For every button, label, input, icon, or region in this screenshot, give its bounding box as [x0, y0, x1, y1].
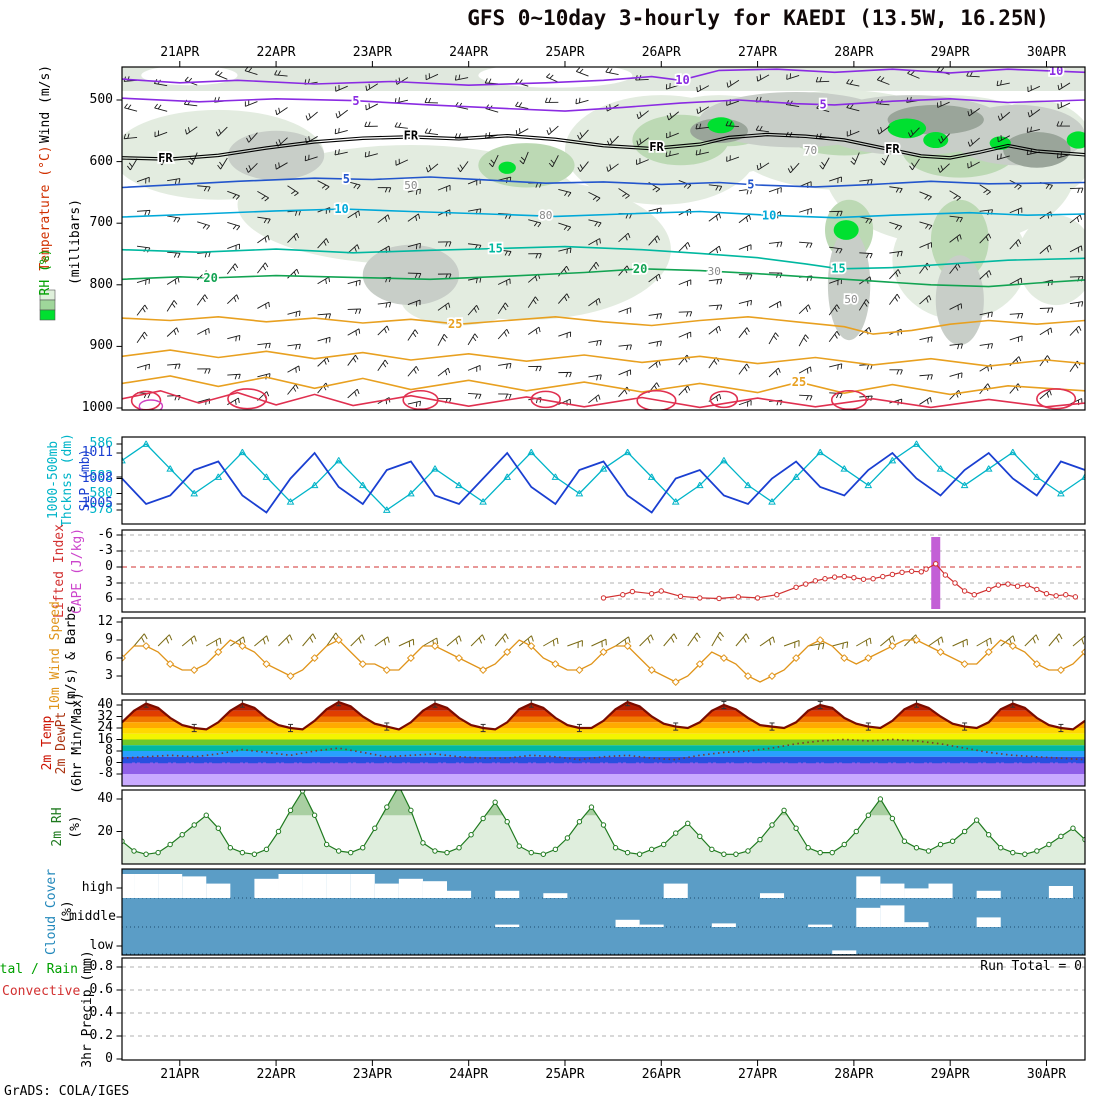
contour-label: 5: [747, 178, 754, 192]
precip-panel: [122, 966, 1085, 1037]
contour-label: 70: [804, 144, 817, 157]
contour-label: 20: [203, 271, 217, 285]
panel-frames: [121, 61, 1086, 1066]
contour-label: FR: [649, 140, 664, 154]
rh-colorbar-swatch: [39, 309, 56, 321]
t2m-panel: [122, 700, 1085, 786]
contour-label: 10: [1049, 64, 1063, 78]
contour-label: 20: [633, 262, 647, 276]
contour-label: 15: [831, 262, 845, 276]
contour-label: 50: [404, 179, 417, 192]
contour-label: 25: [448, 317, 462, 331]
upper-air-panel: 10 10 5 5 FR FR FR FR 5 5 10 10 15 15 20 20 25 25 50 80 30 50…: [122, 64, 1085, 410]
rh2m-panel: [122, 790, 1085, 864]
run-total-label: Run Total = 0: [980, 959, 1082, 974]
contour-label: 5: [343, 172, 350, 186]
contour-label: 25: [792, 375, 806, 389]
contour-label: 5: [352, 94, 359, 108]
contour-label: FR: [404, 129, 419, 143]
wind10m-panel: [122, 631, 1085, 687]
slp-thickness-panel: [122, 440, 1085, 514]
contour-label: 15: [488, 242, 502, 256]
rh-colorbar-swatch: [39, 289, 56, 301]
contour-label: FR: [158, 151, 173, 165]
contour-label: FR: [885, 142, 900, 156]
contour-label: 10: [762, 208, 776, 222]
contour-label: 50: [844, 293, 857, 306]
page-title: GFS 0~10day 3-hourly for KAEDI (13.5W, 1…: [467, 6, 1049, 30]
li-cape-panel: [122, 534, 1085, 609]
rh-colorbar-swatch: [39, 299, 56, 311]
contour-label: 5: [819, 98, 826, 112]
grads-credit: GrADS: COLA/IGES: [4, 1084, 130, 1099]
contour-label: 10: [334, 202, 348, 216]
cloud-panel: [122, 869, 1085, 955]
contour-label: 10: [675, 73, 689, 87]
contour-label: 80: [539, 209, 552, 222]
contour-label: 30: [708, 265, 721, 278]
